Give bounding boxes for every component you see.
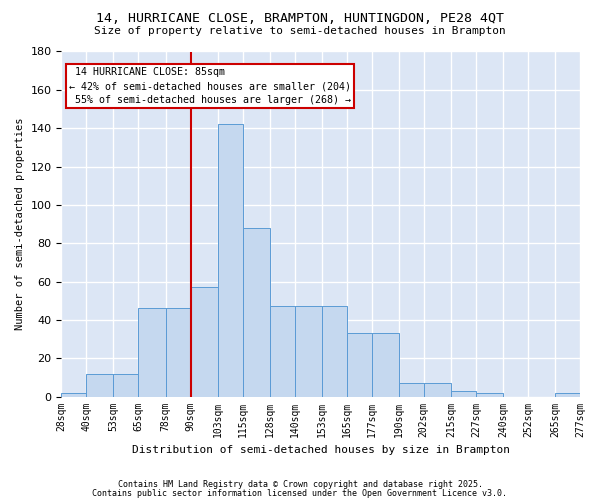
Text: Contains public sector information licensed under the Open Government Licence v3: Contains public sector information licen…: [92, 488, 508, 498]
Bar: [113, 374, 139, 396]
Text: Size of property relative to semi-detached houses in Brampton: Size of property relative to semi-detach…: [94, 26, 506, 36]
Bar: [476, 392, 503, 396]
Bar: [242, 228, 269, 396]
Text: Contains HM Land Registry data © Crown copyright and database right 2025.: Contains HM Land Registry data © Crown c…: [118, 480, 482, 489]
Bar: [372, 334, 399, 396]
Bar: [139, 308, 166, 396]
Bar: [86, 374, 113, 396]
Bar: [451, 391, 476, 396]
X-axis label: Distribution of semi-detached houses by size in Brampton: Distribution of semi-detached houses by …: [132, 445, 510, 455]
Bar: [218, 124, 242, 396]
Bar: [322, 306, 347, 396]
Bar: [555, 392, 580, 396]
Bar: [166, 308, 191, 396]
Bar: [61, 392, 86, 396]
Bar: [295, 306, 322, 396]
Text: 14 HURRICANE CLOSE: 85sqm
← 42% of semi-detached houses are smaller (204)
 55% o: 14 HURRICANE CLOSE: 85sqm ← 42% of semi-…: [69, 67, 351, 105]
Text: 14, HURRICANE CLOSE, BRAMPTON, HUNTINGDON, PE28 4QT: 14, HURRICANE CLOSE, BRAMPTON, HUNTINGDO…: [96, 12, 504, 26]
Bar: [269, 306, 295, 396]
Y-axis label: Number of semi-detached properties: Number of semi-detached properties: [15, 118, 25, 330]
Bar: [399, 383, 424, 396]
Bar: [347, 334, 372, 396]
Bar: [424, 383, 451, 396]
Bar: [191, 288, 218, 397]
